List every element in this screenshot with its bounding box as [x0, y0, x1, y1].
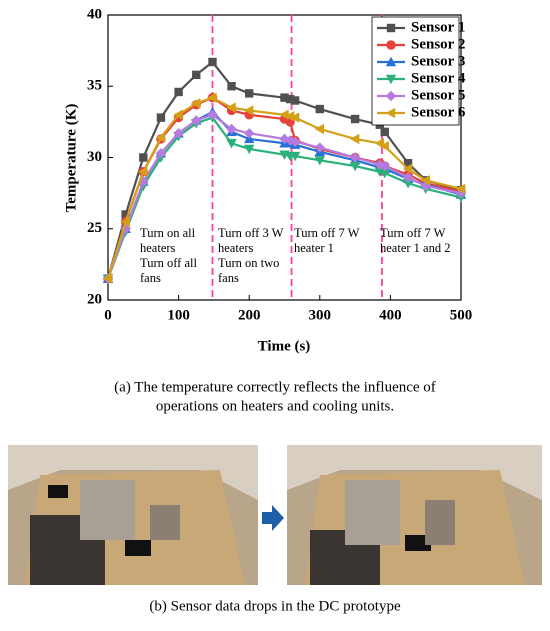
x-tick-label: 400 [379, 307, 402, 323]
point [349, 152, 361, 163]
x-tick-label: 0 [104, 307, 112, 323]
caption-b: (b) Sensor data drops in the DC prototyp… [149, 598, 401, 614]
point [120, 216, 130, 227]
point [284, 110, 295, 122]
point [173, 128, 184, 139]
x-axis-label: Time (s) [258, 338, 311, 354]
point [402, 172, 414, 183]
x-tick-label: 300 [309, 307, 332, 323]
point [226, 139, 237, 149]
legend-label: Sensor 1 [411, 19, 465, 35]
point [403, 159, 413, 168]
annotation: fans [140, 271, 161, 285]
y-tick-label: 25 [87, 220, 102, 236]
annotation: heaters [218, 241, 254, 255]
legend-box [371, 16, 460, 126]
point [314, 156, 325, 166]
point [289, 136, 301, 148]
point [227, 82, 236, 91]
annotation: Turn on all [140, 226, 196, 240]
point [285, 94, 295, 104]
point [244, 144, 255, 155]
y-tick-label: 30 [87, 149, 102, 165]
point [155, 148, 167, 159]
annotation: Turn off all [140, 256, 197, 270]
point [386, 23, 396, 33]
legend-label: Sensor 5 [411, 87, 465, 103]
x-tick-label: 100 [167, 307, 190, 323]
point [174, 87, 183, 97]
y-tick-label: 40 [87, 6, 102, 22]
annotation: heater 1 [294, 241, 334, 255]
point [245, 89, 254, 98]
point [102, 273, 113, 284]
annotation: fans [218, 271, 239, 285]
point [244, 128, 255, 139]
point [420, 175, 430, 186]
point [120, 223, 131, 234]
point [289, 151, 301, 162]
point [349, 161, 361, 172]
annotation: Turn off 7 W [294, 226, 360, 240]
point [156, 113, 166, 122]
point [380, 127, 389, 137]
annotation: Turn on two [218, 256, 279, 270]
point [385, 107, 396, 119]
annotation: Turn off 3 W [218, 226, 284, 240]
caption-a: operations on heaters and cooling units. [156, 398, 394, 414]
point [208, 57, 217, 67]
legend-label: Sensor 3 [411, 53, 465, 69]
point [192, 70, 201, 80]
legend-label: Sensor 4 [411, 70, 466, 86]
annotation: heaters [140, 241, 176, 255]
point [139, 153, 148, 162]
legend-label: Sensor 2 [411, 36, 465, 52]
point [244, 105, 254, 116]
point [385, 74, 397, 85]
y-tick-label: 35 [87, 78, 102, 94]
caption-a: (a) The temperature correctly reflects t… [114, 379, 436, 395]
point [379, 168, 390, 179]
legend-label: Sensor 6 [411, 104, 466, 120]
point [314, 123, 324, 135]
point [455, 187, 467, 199]
point [350, 114, 360, 124]
point [279, 109, 289, 120]
point [173, 109, 183, 120]
photo-before [8, 445, 258, 585]
point [138, 166, 148, 177]
y-axis-label: Temperature (K) [63, 104, 79, 213]
point [385, 90, 397, 102]
arrow [262, 505, 284, 531]
point [290, 96, 300, 105]
point [191, 115, 202, 126]
point [374, 159, 386, 170]
point [121, 210, 130, 219]
annotation: heater 1 and 2 [380, 241, 450, 255]
point [379, 140, 389, 152]
photo-after [287, 445, 542, 585]
point [191, 98, 201, 109]
point [207, 92, 217, 103]
point [349, 133, 360, 145]
point [402, 178, 414, 189]
point [207, 109, 218, 120]
point [402, 163, 413, 175]
point [155, 132, 166, 143]
point [315, 104, 324, 114]
point [379, 160, 390, 172]
point [280, 93, 289, 102]
point [289, 112, 300, 123]
point [455, 183, 466, 195]
point [386, 40, 396, 50]
y-tick-label: 20 [87, 291, 102, 307]
point [314, 142, 325, 153]
annotation: Turn off 7 W [380, 226, 446, 240]
point [226, 102, 236, 113]
x-tick-label: 500 [450, 307, 473, 323]
x-tick-label: 200 [238, 307, 261, 323]
point [385, 56, 397, 67]
point [226, 123, 237, 135]
